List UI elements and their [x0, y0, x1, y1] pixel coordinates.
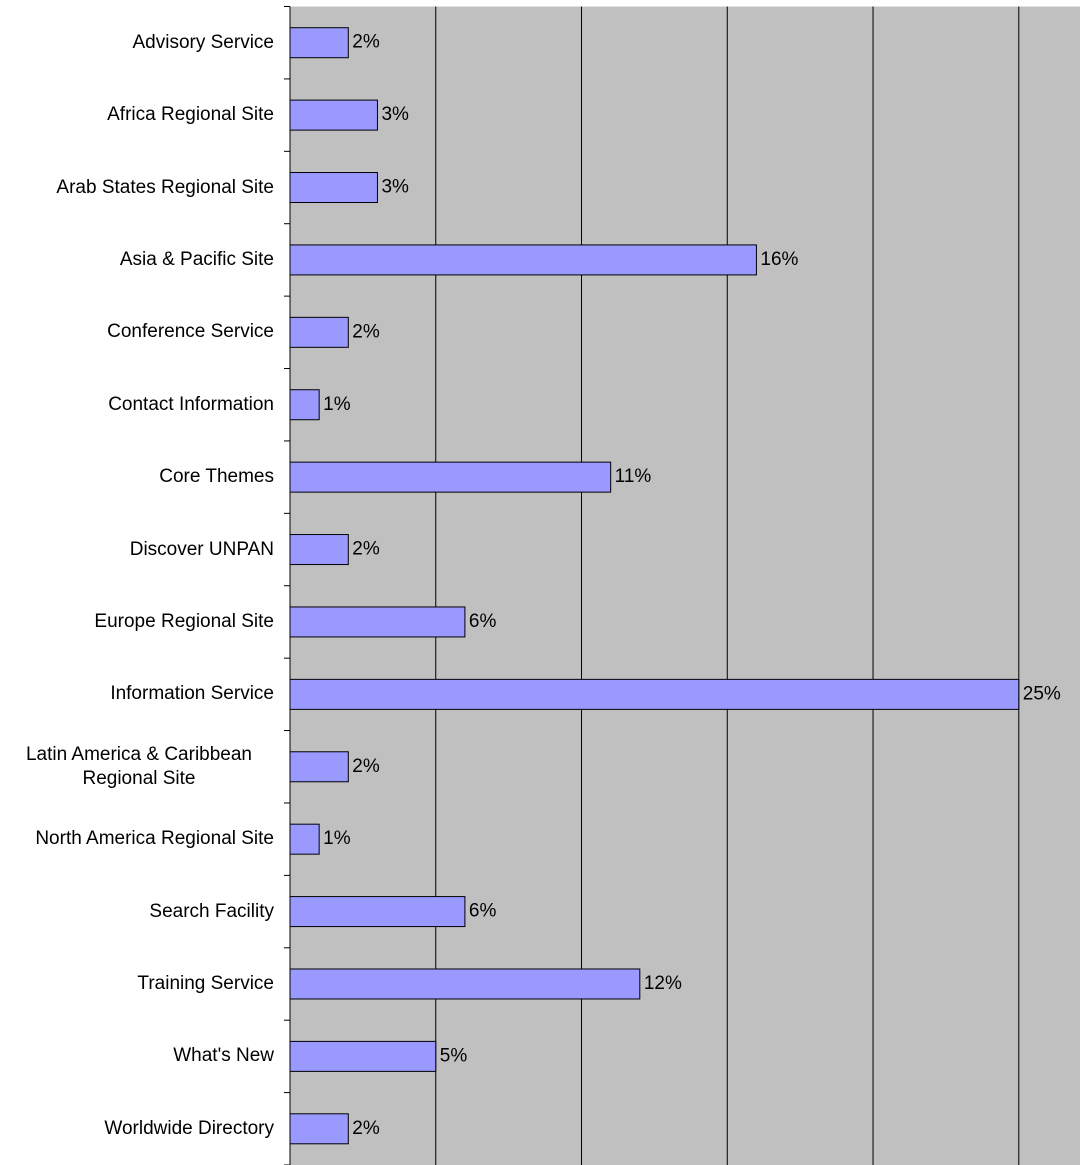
value-label: 2% [352, 539, 380, 560]
bar [289, 678, 1020, 710]
bar [289, 316, 349, 348]
bar [289, 461, 612, 493]
bar [289, 389, 320, 421]
bar [289, 606, 466, 638]
y-tick-label: Discover UNPAN [129, 538, 274, 560]
bar [289, 244, 757, 276]
y-tick-label: Information Service [110, 683, 274, 705]
value-label: 3% [381, 177, 409, 198]
bar [289, 534, 349, 566]
y-tick-label: Africa Regional Site [107, 104, 274, 126]
y-tick-label: Conference Service [107, 321, 274, 343]
value-label: 25% [1023, 683, 1061, 704]
y-tick-label: Europe Regional Site [94, 610, 274, 632]
value-label: 6% [469, 901, 497, 922]
bar [289, 27, 349, 59]
y-tick-label: Arab States Regional Site [56, 176, 274, 198]
y-tick-label: Search Facility [149, 900, 274, 922]
y-tick-label: What's New [173, 1045, 274, 1067]
value-label: 1% [323, 394, 351, 415]
bar [289, 896, 466, 928]
y-tick-label: Asia & Pacific Site [119, 248, 274, 270]
value-label: 1% [323, 828, 351, 849]
bar [289, 1113, 349, 1145]
value-label: 2% [352, 756, 380, 777]
bar [289, 968, 641, 1000]
value-label: 3% [381, 104, 409, 125]
value-label: 5% [440, 1045, 468, 1066]
value-label: 6% [469, 611, 497, 632]
bar [289, 1040, 437, 1072]
value-label: 2% [352, 321, 380, 342]
y-tick-label: Advisory Service [132, 31, 275, 53]
bar [289, 172, 378, 204]
y-tick-label: North America Regional Site [35, 828, 274, 850]
value-label: 11% [615, 466, 652, 487]
y-tick-label: Latin America & Caribbean Regional Site [25, 743, 252, 789]
bar [289, 823, 320, 855]
bar [289, 751, 349, 783]
value-label: 16% [760, 249, 798, 270]
value-label: 2% [352, 32, 380, 53]
y-tick-label: Training Service [137, 972, 274, 994]
bar [289, 99, 378, 131]
value-label: 2% [352, 1118, 380, 1139]
y-tick-label: Worldwide Directory [104, 1117, 274, 1139]
y-tick-label: Core Themes [159, 466, 274, 488]
y-tick-label: Contact Information [108, 393, 274, 415]
value-label: 12% [644, 973, 682, 994]
